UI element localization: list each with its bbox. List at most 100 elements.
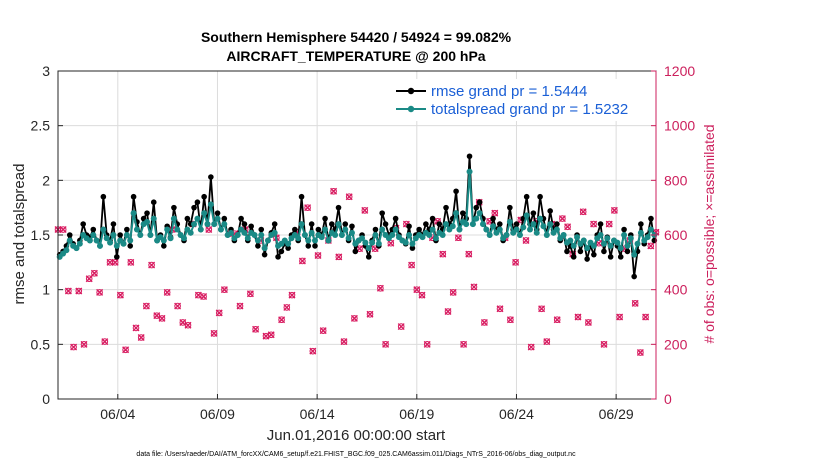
obs-assimilated-marker	[491, 209, 499, 217]
obs-possible-marker	[444, 308, 452, 315]
rmse-point	[406, 223, 412, 230]
rmse-point	[617, 254, 624, 260]
rmse-point	[490, 215, 496, 222]
x-tick-label: 06/24	[499, 406, 534, 422]
chart-title: Southern Hemisphere 54420 / 54924 = 99.0…	[201, 29, 512, 64]
obs-assimilated-marker	[137, 334, 145, 341]
spread-point	[419, 234, 426, 241]
obs-assimilated-marker	[506, 316, 514, 324]
obs-assimilated-marker	[278, 316, 286, 324]
spread-point	[503, 232, 510, 238]
spread-point	[369, 239, 376, 246]
spread-point	[469, 221, 476, 228]
rmse-point	[292, 226, 298, 233]
spread-point	[607, 242, 614, 249]
obs-assimilated-marker	[522, 236, 530, 244]
y-axis-label-left: rmse and totalspread	[11, 164, 28, 305]
spread-point	[439, 232, 446, 238]
obs-assimilated-marker	[267, 331, 275, 339]
rmse-point	[144, 210, 150, 216]
rmse-point	[130, 193, 137, 200]
spread-point	[406, 232, 413, 238]
obs-possible-marker	[148, 261, 155, 269]
obs-assimilated-marker	[340, 338, 348, 346]
spread-point	[63, 247, 70, 254]
obs-assimilated-marker	[335, 253, 343, 261]
spread-point	[160, 237, 167, 244]
y-tick-label-right: 1200	[664, 63, 695, 79]
spread-point	[453, 210, 460, 217]
obs-possible-marker	[605, 220, 613, 228]
obs-possible-marker	[59, 226, 67, 233]
obs-assimilated-marker	[314, 252, 322, 259]
obs-possible-marker	[522, 237, 530, 244]
spread-point	[560, 232, 567, 238]
spread-point	[547, 221, 554, 228]
rmse-point	[171, 204, 177, 211]
obs-possible-marker	[210, 330, 218, 337]
obs-assimilated-marker	[210, 329, 218, 337]
obs-possible-marker	[215, 309, 223, 317]
obs-assimilated-marker	[220, 286, 228, 294]
spread-point	[621, 232, 628, 238]
obs-assimilated-marker	[527, 343, 535, 351]
obs-assimilated-marker	[558, 215, 566, 223]
obs-possible-marker	[647, 242, 655, 250]
obs-possible-marker	[611, 207, 618, 214]
spread-point	[110, 232, 117, 238]
obs-possible-marker	[137, 334, 145, 341]
obs-possible-marker	[507, 316, 514, 324]
obs-possible-marker	[423, 341, 431, 348]
spread-point	[580, 237, 587, 244]
obs-possible-marker	[579, 208, 587, 216]
obs-assimilated-marker	[158, 314, 166, 322]
title-line2: AIRCRAFT_TEMPERATURE @ 200 hPa	[226, 48, 485, 64]
spread-point	[254, 237, 261, 244]
obs-assimilated-marker	[106, 258, 114, 266]
rmse-point	[648, 215, 654, 222]
spread-point	[211, 221, 218, 228]
spread-point	[147, 232, 154, 238]
rmse-point	[184, 215, 191, 222]
spread-point	[312, 237, 319, 244]
spread-point	[217, 226, 224, 233]
rmse-point	[537, 193, 543, 200]
obs-assimilated-marker	[382, 340, 390, 348]
obs-possible-marker	[163, 289, 171, 296]
spread-point	[540, 223, 547, 230]
obs-possible-marker	[481, 319, 488, 326]
rmse-point	[214, 210, 221, 216]
obs-assimilated-marker	[85, 275, 93, 283]
x-tick-label: 06/19	[399, 406, 434, 422]
obs-assimilated-marker	[319, 327, 327, 335]
spread-point	[332, 232, 339, 238]
spread-point	[600, 240, 607, 247]
spread-point	[617, 245, 624, 252]
obs-possible-marker	[127, 259, 135, 266]
spread-point	[537, 215, 544, 222]
rmse-point	[379, 210, 385, 216]
obs-assimilated-marker	[122, 346, 130, 354]
rmse-point	[372, 226, 379, 233]
spread-point	[318, 234, 325, 241]
obs-possible-marker	[439, 250, 447, 258]
legend-label: totalspread grand pr = 1.5232	[431, 101, 628, 118]
obs-possible-marker	[132, 324, 140, 332]
spread-point	[365, 245, 372, 252]
x-axis-label: Jun.01,2016 00:00:00 start	[267, 427, 446, 444]
x-tick-label: 06/04	[100, 406, 135, 422]
spread-point	[271, 229, 278, 236]
obs-possible-marker	[330, 187, 337, 195]
legend-swatch-marker	[407, 105, 415, 113]
spread-point	[123, 232, 130, 238]
obs-possible-marker	[314, 252, 322, 259]
rmse-point	[335, 204, 342, 211]
obs-possible-marker	[252, 326, 259, 333]
spread-point	[372, 232, 379, 238]
rmse-point	[315, 226, 322, 233]
rmse-point	[476, 199, 483, 205]
spread-point	[241, 229, 248, 236]
spread-point	[305, 237, 312, 244]
obs-possible-marker	[122, 346, 129, 354]
rmse-point	[124, 226, 130, 233]
